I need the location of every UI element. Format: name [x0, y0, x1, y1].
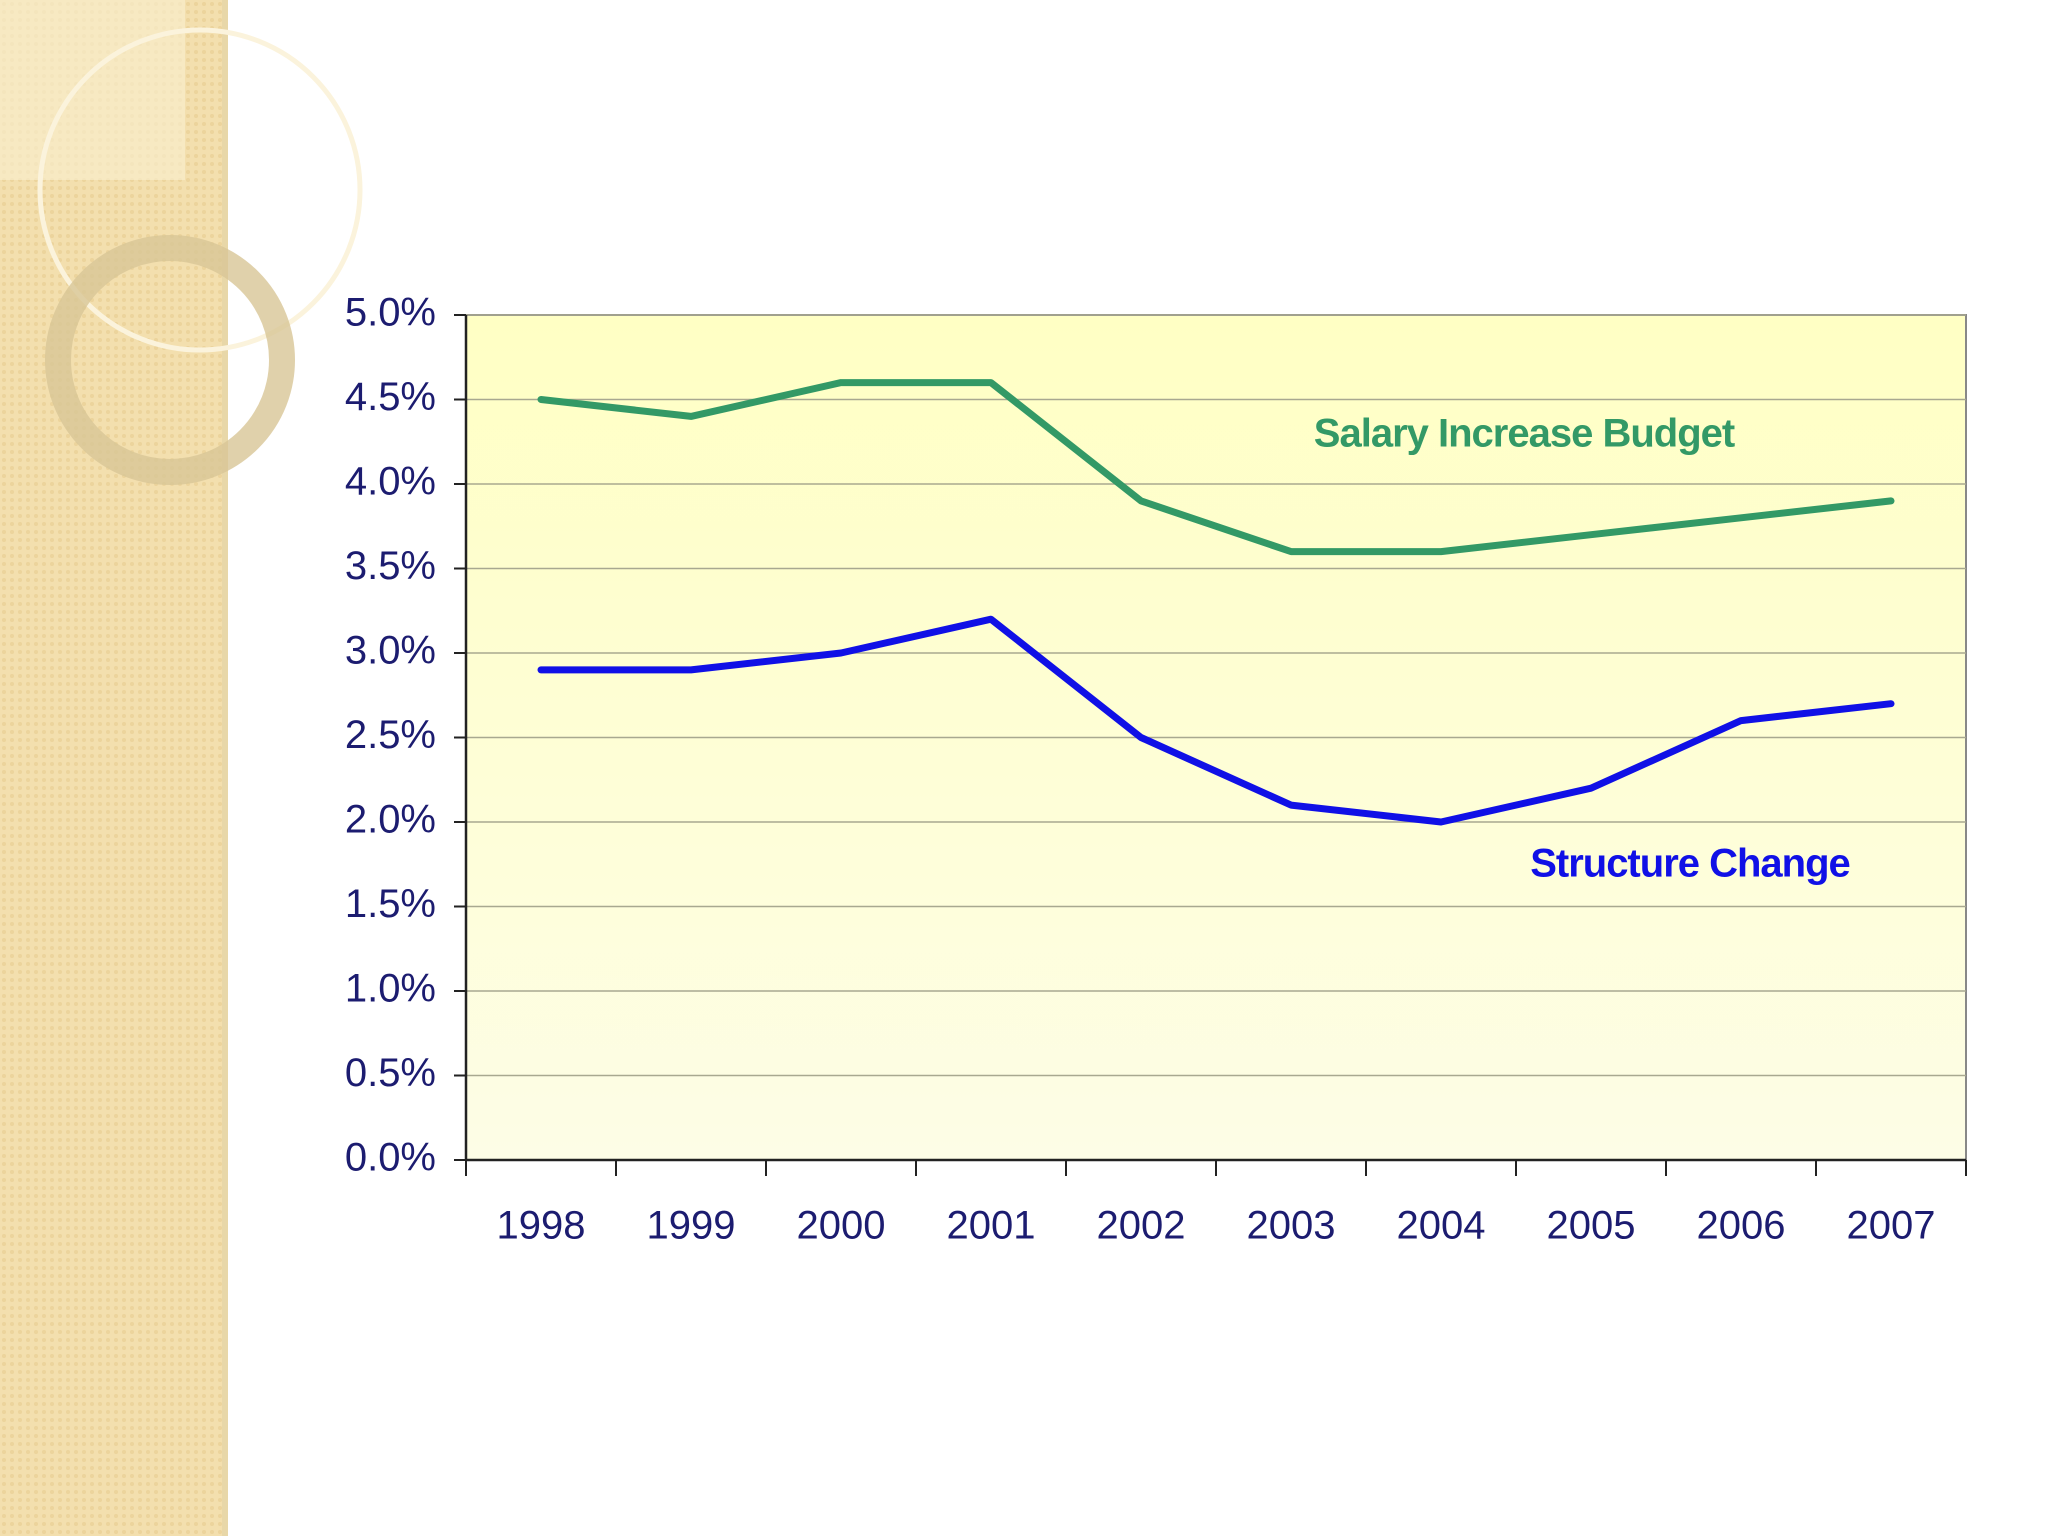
y-tick-label: 2.0%: [345, 798, 436, 842]
y-tick-label: 4.0%: [345, 460, 436, 504]
series-line: [537, 379, 1895, 556]
y-tick-label: 4.5%: [345, 375, 436, 419]
y-tick-label: 5.0%: [345, 291, 436, 335]
x-tick-label: 2006: [1697, 1204, 1786, 1248]
y-tick-label: 1.5%: [345, 882, 436, 926]
y-tick-label: 2.5%: [345, 713, 436, 757]
x-tick-label: 2005: [1547, 1204, 1636, 1248]
y-tick-label: 3.0%: [345, 629, 436, 673]
y-tick-label: 0.5%: [345, 1051, 436, 1095]
side-decoration: [0, 0, 363, 1536]
x-tick-label: 2004: [1397, 1204, 1486, 1248]
y-tick-label: 1.0%: [345, 967, 436, 1011]
y-tick-label: 3.5%: [345, 544, 436, 588]
x-tick-label: 2007: [1847, 1204, 1936, 1248]
x-tick-label: 2001: [947, 1204, 1036, 1248]
series-line: [537, 615, 1895, 826]
x-tick-label: 2003: [1247, 1204, 1336, 1248]
y-tick-label: 0.0%: [345, 1136, 436, 1180]
x-tick-label: 2000: [797, 1204, 886, 1248]
series-label: Salary Increase Budget: [1314, 412, 1735, 456]
series-label: Structure Change: [1530, 842, 1850, 886]
x-tick-label: 1998: [497, 1204, 586, 1248]
x-tick-label: 1999: [647, 1204, 736, 1248]
x-tick-label: 2002: [1097, 1204, 1186, 1248]
